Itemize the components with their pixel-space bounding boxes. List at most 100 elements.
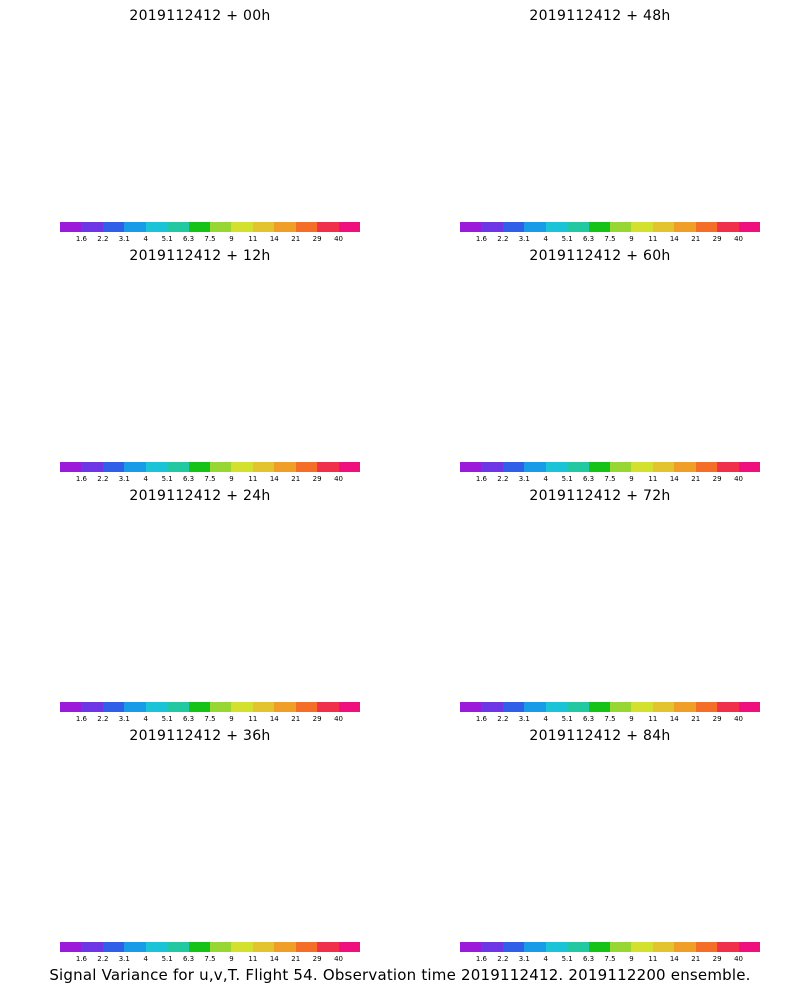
color-scale-label: 7.5: [204, 955, 216, 963]
color-scale-swatch: [317, 222, 340, 232]
color-scale-swatch: [338, 462, 361, 472]
color-scale-label: 14: [669, 955, 679, 963]
color-scale-swatch: [481, 462, 504, 472]
panel-title: 2019112412 + 12h: [129, 248, 271, 264]
color-scale-label: 5.1: [161, 235, 173, 243]
color-scale-label: 29: [312, 715, 322, 723]
color-scale-swatch: [81, 702, 104, 712]
color-scale-label: 11: [248, 955, 258, 963]
color-scale-label: 1.6: [475, 955, 487, 963]
panel-title: 2019112412 + 36h: [129, 728, 271, 744]
color-scale-label: 1.6: [75, 235, 87, 243]
color-scale-swatch: [631, 462, 654, 472]
color-scale-swatch: [738, 222, 761, 232]
color-scale-label: 21: [691, 955, 701, 963]
color-scale-label: 6.3: [182, 955, 195, 963]
color-scale-swatch: [188, 942, 211, 952]
color-scale-swatch: [274, 222, 297, 232]
color-scale-label: 9: [229, 475, 234, 483]
coastline: [60, 518, 340, 632]
coastline: [60, 278, 340, 392]
color-scale-swatch: [610, 942, 632, 952]
color-scale-swatch: [588, 462, 611, 472]
color-scale-swatch: [102, 702, 125, 712]
color-scale-label: 9: [229, 955, 234, 963]
color-scale-label: 9: [629, 475, 634, 483]
panel-title: 2019112412 + 24h: [129, 488, 271, 504]
variance-map: [420, 268, 780, 438]
color-scale-swatch: [502, 222, 525, 232]
color-scale-swatch: [695, 462, 718, 472]
color-scale-swatch: [145, 222, 168, 232]
color-scale-label: 4: [543, 475, 548, 483]
color-scale-label: 29: [712, 715, 722, 723]
color-scale-swatch: [567, 462, 590, 472]
color-scale-swatch: [717, 702, 740, 712]
color-scale-swatch: [231, 702, 254, 712]
forecast-panel: 2019112412 + 00h 1.6 2.2 3.1 4 5.1 6.3 7.5 9 11 14…: [0, 0, 400, 250]
color-scale-swatch: [652, 702, 675, 712]
color-scale-swatch: [124, 942, 147, 952]
color-scale-label: 6.3: [582, 715, 595, 723]
color-scale-swatch: [717, 462, 740, 472]
color-scale-swatch: [81, 942, 104, 952]
color-scale-label: 5.1: [161, 955, 173, 963]
color-scale-label: 5.1: [561, 235, 573, 243]
color-scale-swatch: [631, 222, 654, 232]
color-scale-swatch: [188, 702, 211, 712]
color-scale-swatch: [102, 462, 125, 472]
color-scale-swatch: [295, 942, 318, 952]
color-scale-swatch: [317, 462, 340, 472]
color-scale-label: 21: [291, 715, 301, 723]
color-scale-swatch: [231, 462, 254, 472]
color-scale-label: 14: [269, 955, 279, 963]
color-scale-swatch: [188, 462, 211, 472]
color-scale-label: 11: [248, 475, 258, 483]
color-scale-label: 9: [229, 715, 234, 723]
color-scale-swatch: [124, 222, 147, 232]
color-scale-swatch: [674, 702, 697, 712]
color-scale-swatch: [167, 462, 190, 472]
color-scale-swatch: [588, 702, 611, 712]
color-scale-swatch: [460, 462, 482, 472]
color-scale-label: 21: [291, 955, 301, 963]
color-scale-label: 7.5: [204, 475, 216, 483]
color-scale-swatch: [545, 462, 568, 472]
color-scale-swatch: [317, 942, 340, 952]
color-scale-label: 29: [312, 235, 322, 243]
color-scale-swatch: [145, 942, 168, 952]
color-scale-label: 4: [543, 715, 548, 723]
color-scale-label: 29: [712, 475, 722, 483]
color-scale-swatch: [652, 222, 675, 232]
color-scale-label: 6.3: [582, 235, 595, 243]
color-scale-label: 4: [143, 955, 148, 963]
color-scale-swatch: [102, 222, 125, 232]
color-scale-label: 7.5: [204, 715, 216, 723]
color-scale-swatch: [567, 222, 590, 232]
color-scale-swatch: [738, 702, 761, 712]
color-scale-label: 6.3: [182, 715, 195, 723]
coastline: [60, 38, 340, 152]
color-scale-swatch: [252, 222, 275, 232]
color-scale-label: 9: [629, 715, 634, 723]
color-scale-label: 7.5: [604, 235, 616, 243]
panel-title: 2019112412 + 48h: [529, 8, 671, 24]
color-scale-swatch: [524, 702, 547, 712]
color-scale-swatch: [695, 702, 718, 712]
color-scale-label: 14: [669, 235, 679, 243]
panel-title: 2019112412 + 84h: [529, 728, 671, 744]
color-scale-label: 3.1: [518, 715, 530, 723]
color-scale-label: 1.6: [475, 715, 487, 723]
color-scale-swatch: [167, 702, 190, 712]
color-scale-swatch: [631, 942, 654, 952]
color-scale-label: 3.1: [518, 475, 530, 483]
color-scale-swatch: [274, 702, 297, 712]
color-scale-swatch: [652, 462, 675, 472]
color-scale-label: 4: [543, 235, 548, 243]
color-scale-swatch: [81, 462, 104, 472]
color-scale-bar: 1.6 2.2 3.1 4 5.1 6.3 7.5 9 11 14 21 29 40: [460, 942, 761, 963]
color-scale-label: 5.1: [561, 475, 573, 483]
color-scale-label: 11: [648, 235, 658, 243]
color-scale-label: 21: [291, 235, 301, 243]
color-scale-swatch: [631, 702, 654, 712]
